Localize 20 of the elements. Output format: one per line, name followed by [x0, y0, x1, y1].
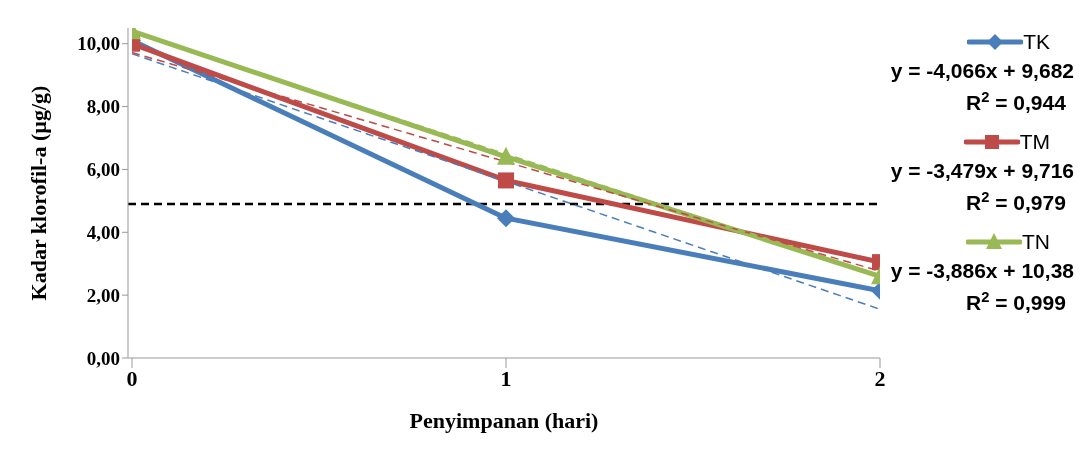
legend-label: TN: [1022, 230, 1050, 254]
x-axis-title: Penyimpanan (hari): [409, 408, 599, 433]
text: R$^{2}$ = 0,999: [966, 289, 1066, 314]
x-tick-label: 0: [126, 365, 138, 391]
text: y = -4,066x + 9,682: [890, 59, 1074, 82]
legend-label: TK: [1023, 30, 1050, 54]
x-tick-label: 2: [874, 365, 886, 391]
y-axis-title: Kadar klorofil-a (µg/g): [25, 85, 51, 301]
x-tick-label: 1: [500, 365, 512, 391]
text: R$^{2}$ = 0,944: [966, 89, 1067, 114]
y-tick-label: 6,00: [86, 159, 120, 181]
text: y = -3,479x + 9,716: [890, 159, 1074, 182]
legend-label: TM: [1019, 130, 1050, 154]
y-tick-label: 0,00: [86, 347, 120, 369]
y-tick-label: 4,00: [86, 222, 120, 244]
y-tick-label: 8,00: [86, 96, 120, 118]
text: R$^{2}$ = 0,979: [966, 189, 1066, 214]
y-tick-label: 2,00: [86, 284, 120, 306]
y-tick-label: 10,00: [77, 33, 120, 55]
text: y = -3,886x + 10,38: [890, 259, 1075, 282]
